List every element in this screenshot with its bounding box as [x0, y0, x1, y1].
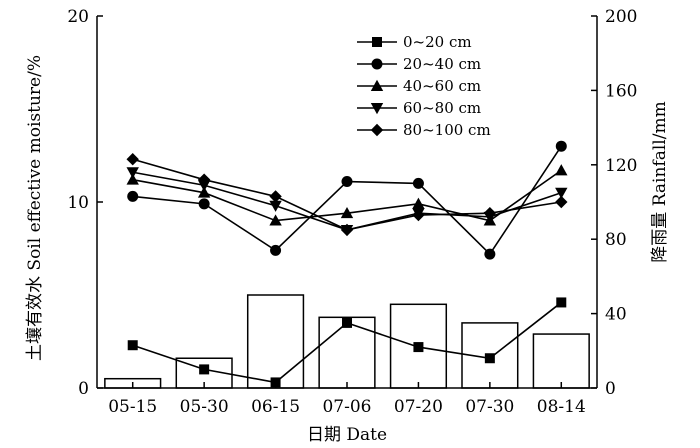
series-1-point-08-14 — [556, 297, 567, 308]
series-3-point-06-15 — [269, 214, 282, 226]
legend-label-4: 60~80 cm — [403, 99, 481, 117]
y-left-tick-label-20: 20 — [67, 7, 89, 27]
y-right-tick-label-160: 160 — [605, 81, 637, 101]
x-tick-label-07-30: 07-30 — [465, 397, 514, 417]
series-3-point-05-30 — [197, 186, 211, 198]
legend-label-2: 20~40 cm — [403, 55, 481, 73]
series-3-point-05-15 — [126, 173, 139, 185]
legend-label-5: 80~100 cm — [403, 121, 491, 139]
rainfall-bar-08-14 — [532, 333, 590, 389]
series-1-point-07-30 — [484, 353, 495, 364]
series-1-point-05-15 — [127, 340, 138, 351]
x-tick-label-05-30: 05-30 — [180, 397, 229, 417]
series-2-point-07-20 — [412, 177, 424, 189]
rainfall-bars — [104, 294, 590, 389]
y-right-tick-label-40: 40 — [605, 305, 627, 325]
y-right-tick-label-80: 80 — [605, 230, 627, 250]
series-2-point-08-14 — [555, 140, 567, 152]
series-5-point-07-06 — [340, 223, 354, 237]
legend-marker-2 — [371, 58, 383, 70]
series-5-point-07-20 — [412, 208, 425, 222]
x-tick-label-07-06: 07-06 — [322, 397, 371, 417]
series-2-point-07-30 — [484, 248, 496, 260]
y-left-tick-label-0: 0 — [78, 379, 89, 399]
moisture-lines — [126, 140, 568, 388]
legend-marker-3 — [370, 79, 384, 91]
x-tick-label-05-15: 05-15 — [108, 397, 157, 417]
rainfall-bar-07-06 — [318, 316, 376, 389]
legend-marker-1 — [372, 37, 382, 47]
series-3-point-08-14 — [555, 164, 568, 176]
x-tick-label-07-20: 07-20 — [394, 397, 443, 417]
series-4-point-08-14 — [555, 187, 568, 199]
legend-label-1: 0~20 cm — [403, 33, 472, 51]
series-1-point-07-06 — [342, 317, 352, 328]
series-4-point-05-15 — [126, 167, 139, 179]
series-2-point-05-30 — [198, 198, 210, 210]
series-5-point-08-14 — [555, 195, 568, 209]
legend: 0~20 cm 20~40 cm 40~60 cm 60~80 cm 80~100 cm — [357, 33, 491, 139]
series-3-point-07-06 — [340, 206, 354, 219]
x-tick-label-06-15: 06-15 — [251, 397, 300, 417]
series-5-point-06-15 — [269, 190, 282, 203]
series-2-point-05-15 — [127, 190, 139, 202]
y-axis-right-title: 降雨量 Rainfall/mm — [650, 101, 670, 262]
legend-marker-4 — [370, 103, 384, 115]
series-line-5 — [132, 158, 562, 231]
y-right-tick-label-0: 0 — [605, 379, 616, 399]
series-5-point-05-30 — [197, 173, 211, 186]
series-1-point-07-20 — [413, 342, 424, 353]
series-4-point-06-15 — [269, 200, 282, 212]
y-axis-left-title: 土壤有效水 Soil effective moisture/% — [24, 55, 45, 361]
series-1-point-05-30 — [199, 364, 210, 375]
series-3-point-07-20 — [412, 197, 425, 209]
x-axis-title: 日期 Date — [307, 425, 387, 445]
series-5-point-07-30 — [483, 206, 497, 220]
legend-marker-5 — [370, 123, 384, 137]
y-right-tick-label-120: 120 — [605, 156, 637, 176]
legend-label-3: 40~60 cm — [403, 77, 481, 95]
y-left-tick-label-10: 10 — [67, 193, 89, 213]
series-line-2 — [132, 145, 562, 256]
series-2-point-07-06 — [341, 176, 353, 188]
rainfall-bar-06-15 — [246, 294, 305, 389]
y-right-tick-label-200: 200 — [605, 7, 637, 27]
x-tick-label-08-14: 08-14 — [537, 397, 586, 417]
series-2-point-06-15 — [270, 244, 282, 256]
series-5-point-05-15 — [126, 153, 139, 166]
